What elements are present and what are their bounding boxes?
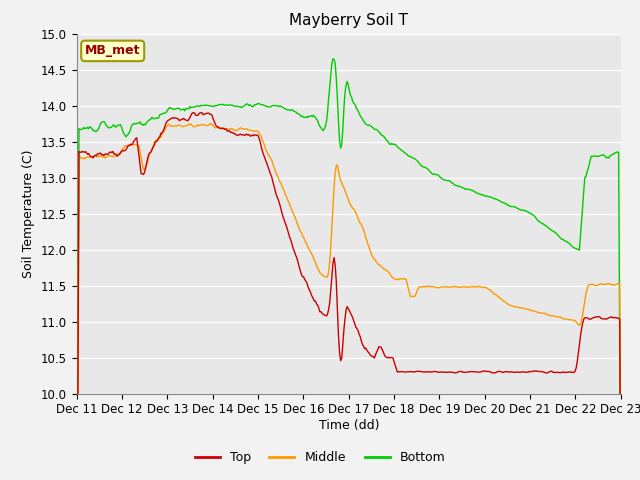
Text: MB_met: MB_met bbox=[85, 44, 140, 58]
Legend: Top, Middle, Bottom: Top, Middle, Bottom bbox=[189, 446, 451, 469]
X-axis label: Time (dd): Time (dd) bbox=[319, 419, 379, 432]
Title: Mayberry Soil T: Mayberry Soil T bbox=[289, 13, 408, 28]
Y-axis label: Soil Temperature (C): Soil Temperature (C) bbox=[22, 149, 35, 278]
